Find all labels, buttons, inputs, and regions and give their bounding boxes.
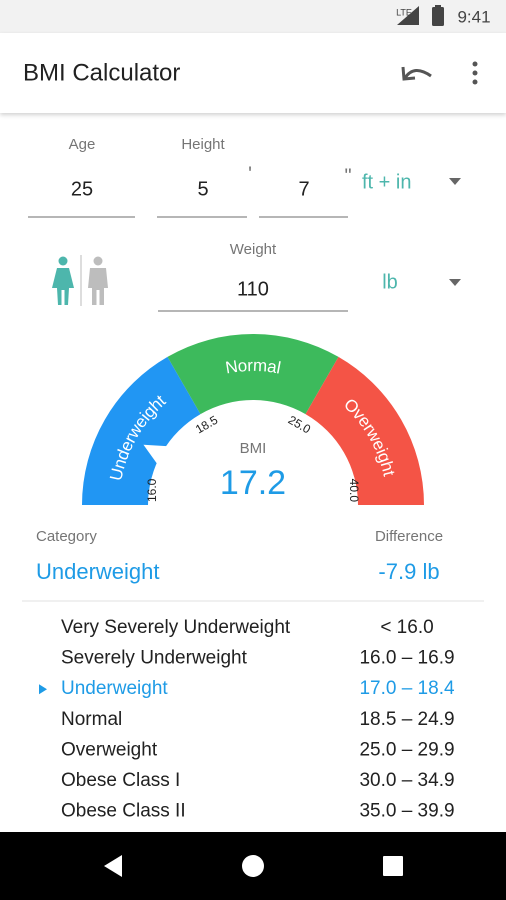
undo-button[interactable]	[401, 66, 432, 81]
feet-mark: '	[248, 163, 252, 185]
bmi-range: 25.0 – 29.9	[359, 739, 454, 760]
height-unit[interactable]: ft + in	[362, 171, 411, 193]
back-button[interactable]	[104, 855, 122, 877]
selected-row-indicator	[39, 684, 47, 695]
category-name: Normal	[61, 709, 122, 730]
category-label: Category	[36, 528, 97, 545]
category-name: Obese Class I	[61, 770, 180, 791]
app-bar	[0, 33, 506, 113]
bmi-value: 17.2	[220, 464, 286, 502]
bmi-range: 16.0 – 16.9	[359, 648, 454, 669]
weight-unit[interactable]: lb	[382, 271, 398, 293]
bmi-range: 17.0 – 18.4	[359, 678, 455, 699]
gauge-tick-label: 25.0	[286, 413, 314, 437]
age-input[interactable]: 25	[71, 178, 93, 200]
app-title: BMI Calculator	[23, 59, 180, 86]
bmi-range: < 16.0	[380, 617, 433, 638]
network-type: LTE	[396, 7, 412, 17]
category-name: Very Severely Underweight	[61, 617, 291, 638]
difference-label: Difference	[375, 528, 443, 545]
male-icon[interactable]	[88, 256, 108, 306]
height-unit-dropdown[interactable]	[449, 178, 461, 185]
signal-icon	[397, 6, 419, 25]
weight-label: Weight	[230, 241, 277, 258]
weight-input[interactable]: 110	[237, 278, 269, 300]
inches-mark: "	[344, 165, 351, 187]
bmi-label: BMI	[240, 440, 267, 457]
bmi-table: Very Severely Underweight < 16.0 Severely …	[39, 617, 455, 822]
bmi-pointer	[143, 444, 169, 466]
bmi-range: 30.0 – 34.9	[359, 770, 454, 791]
inches-input[interactable]: 7	[298, 178, 309, 200]
female-icon[interactable]	[52, 256, 74, 306]
gauge-segment	[82, 356, 201, 505]
bmi-range: 35.0 – 39.9	[359, 801, 454, 822]
category-name: Underweight	[61, 678, 168, 699]
category-name: Severely Underweight	[61, 648, 248, 669]
gauge-segment	[167, 334, 339, 415]
battery-tip	[435, 5, 441, 8]
category-name: Obese Class II	[61, 801, 186, 822]
home-button[interactable]	[242, 855, 264, 877]
category-name: Overweight	[61, 739, 158, 760]
recents-button[interactable]	[383, 856, 403, 876]
clock: 9:41	[457, 7, 490, 26]
bmi-range: 18.5 – 24.9	[359, 709, 454, 730]
battery-icon	[432, 7, 444, 26]
weight-unit-dropdown[interactable]	[449, 279, 461, 286]
overflow-menu[interactable]	[472, 61, 478, 85]
gauge-tick-label: 40.0	[347, 479, 361, 503]
height-label: Height	[181, 136, 225, 153]
category-value: Underweight	[36, 559, 160, 584]
age-label: Age	[69, 136, 96, 153]
gauge-tick-label: 16.0	[145, 478, 159, 502]
gauge-tick-label: 18.5	[193, 413, 221, 437]
difference-value: -7.9 lb	[378, 559, 439, 584]
feet-input[interactable]: 5	[197, 178, 208, 200]
gauge-segment	[305, 356, 424, 505]
status-bar	[0, 0, 506, 33]
